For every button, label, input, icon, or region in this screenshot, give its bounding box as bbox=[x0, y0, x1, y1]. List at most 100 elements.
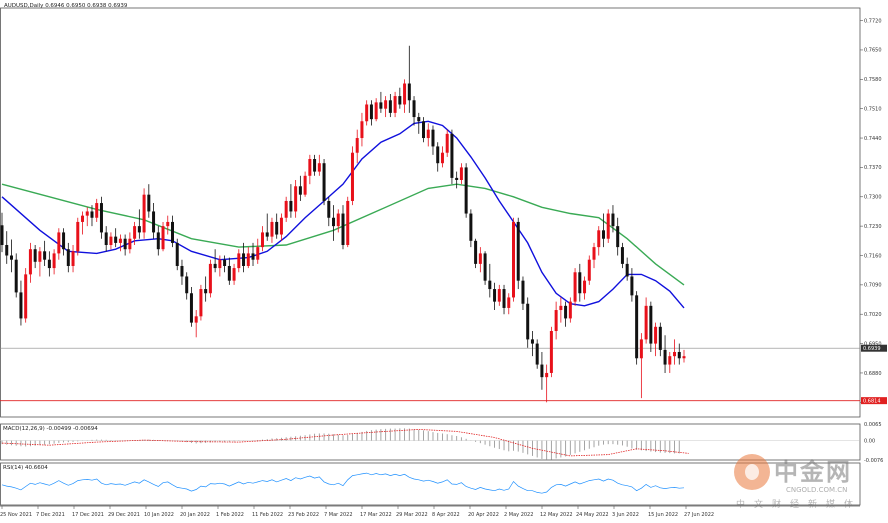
candle-body bbox=[474, 240, 478, 264]
candle-body bbox=[275, 221, 279, 235]
candle-body bbox=[62, 232, 66, 250]
candle-body bbox=[313, 159, 317, 172]
candle-body bbox=[384, 100, 388, 109]
candle-body bbox=[512, 221, 515, 298]
candle-body bbox=[19, 292, 23, 319]
x-tick-label: 23 Feb 2022 bbox=[288, 512, 319, 518]
candle-body bbox=[677, 351, 681, 359]
candle-body bbox=[99, 203, 103, 233]
x-tick-label: 17 Mar 2022 bbox=[360, 512, 392, 518]
candle-body bbox=[388, 100, 392, 113]
candle-body bbox=[90, 211, 94, 218]
candle-body bbox=[365, 104, 369, 122]
red-line-tag bbox=[861, 397, 887, 405]
candle-body bbox=[597, 230, 601, 248]
candle-body bbox=[142, 194, 146, 233]
watermark-brand: 中金网 bbox=[774, 458, 852, 486]
candle-body bbox=[616, 226, 620, 248]
candle-body bbox=[564, 305, 568, 319]
y-tick-label: 0.7160 bbox=[864, 253, 882, 259]
x-tick-label: 29 Mar 2022 bbox=[396, 512, 428, 518]
candle-body bbox=[71, 251, 75, 266]
x-tick-label: 27 Jun 2022 bbox=[684, 512, 714, 518]
candle-body bbox=[417, 117, 421, 122]
candle-body bbox=[336, 213, 340, 227]
macd-y-tick-label: 0.0065 bbox=[864, 422, 882, 428]
candle-body bbox=[521, 280, 525, 304]
candle-body bbox=[227, 265, 231, 281]
candle-body bbox=[431, 129, 435, 147]
candle-body bbox=[185, 276, 189, 294]
candle-body bbox=[166, 221, 170, 227]
candle-body bbox=[379, 102, 383, 109]
candle-body bbox=[327, 200, 331, 218]
x-tick-label: 20 Apr 2022 bbox=[468, 512, 499, 518]
candle-body bbox=[398, 96, 402, 105]
candle-body bbox=[208, 263, 212, 294]
x-tick-label: 2 May 2022 bbox=[504, 512, 533, 518]
candle-body bbox=[0, 225, 4, 246]
candle-body bbox=[246, 253, 250, 266]
candle-body bbox=[530, 339, 534, 344]
candle-body bbox=[104, 232, 108, 246]
y-tick-label: 0.7300 bbox=[864, 195, 882, 201]
y-tick-label: 0.7370 bbox=[864, 165, 882, 171]
axis-layer: 0.7720 0.7650 0.7580 0.7510 0.7440 0.7370 0.73… bbox=[0, 18, 887, 518]
candle-body bbox=[639, 339, 643, 359]
candle-body bbox=[592, 247, 596, 260]
chart-title: AUDUSD,Daily 0.6946 0.6950 0.6938 0.6939 bbox=[4, 3, 128, 9]
candle-body bbox=[620, 247, 624, 264]
x-tick-label: 7 Dec 2021 bbox=[36, 512, 65, 518]
candle-body bbox=[137, 226, 141, 233]
watermark-tagline: 中文财经新媒体 bbox=[736, 500, 863, 510]
candle-body bbox=[270, 221, 274, 237]
candle-body bbox=[478, 253, 482, 264]
candle-body bbox=[412, 100, 416, 118]
candle-body bbox=[654, 326, 658, 344]
candle-body bbox=[218, 259, 222, 269]
candle-body bbox=[403, 83, 407, 105]
candle-body bbox=[237, 253, 241, 269]
candlestick-layer bbox=[0, 45, 686, 403]
candle-body bbox=[123, 238, 127, 250]
candle-body bbox=[9, 255, 13, 260]
x-tick-label: 20 Jan 2022 bbox=[180, 512, 210, 518]
x-tick-label: 8 Apr 2022 bbox=[432, 512, 460, 518]
candle-body bbox=[545, 372, 549, 378]
candle-body bbox=[673, 351, 677, 357]
candle-body bbox=[663, 349, 667, 365]
candle-body bbox=[644, 305, 648, 340]
candle-body bbox=[554, 310, 558, 332]
candle-body bbox=[526, 303, 530, 340]
x-tick-label: 25 Nov 2021 bbox=[0, 512, 32, 518]
candle-body bbox=[298, 186, 302, 195]
candle-body bbox=[606, 213, 610, 239]
panel-frame bbox=[0, 7, 861, 418]
candle-body bbox=[322, 163, 326, 201]
candle-body bbox=[114, 236, 118, 243]
candle-body bbox=[180, 265, 184, 277]
candle-body bbox=[668, 356, 672, 365]
candle-body bbox=[507, 297, 511, 308]
candle-body bbox=[118, 238, 122, 243]
y-tick-label: 0.7510 bbox=[864, 106, 882, 112]
candle-body bbox=[303, 175, 307, 195]
candle-body bbox=[175, 242, 179, 266]
candle-body bbox=[109, 236, 113, 246]
grid-layer bbox=[0, 7, 861, 507]
candle-body bbox=[152, 211, 156, 233]
candle-body bbox=[346, 200, 350, 246]
candle-body bbox=[540, 364, 544, 378]
candle-body bbox=[189, 293, 193, 323]
candle-body bbox=[407, 83, 411, 101]
rsi-line bbox=[1, 472, 685, 494]
candle-body bbox=[24, 274, 28, 319]
y-tick-label: 0.6950 bbox=[864, 341, 882, 347]
candle-body bbox=[332, 217, 336, 227]
candle-body bbox=[497, 289, 501, 302]
candle-body bbox=[436, 146, 440, 164]
candle-body bbox=[251, 253, 255, 260]
candle-body bbox=[128, 238, 132, 250]
candle-body bbox=[601, 230, 605, 239]
